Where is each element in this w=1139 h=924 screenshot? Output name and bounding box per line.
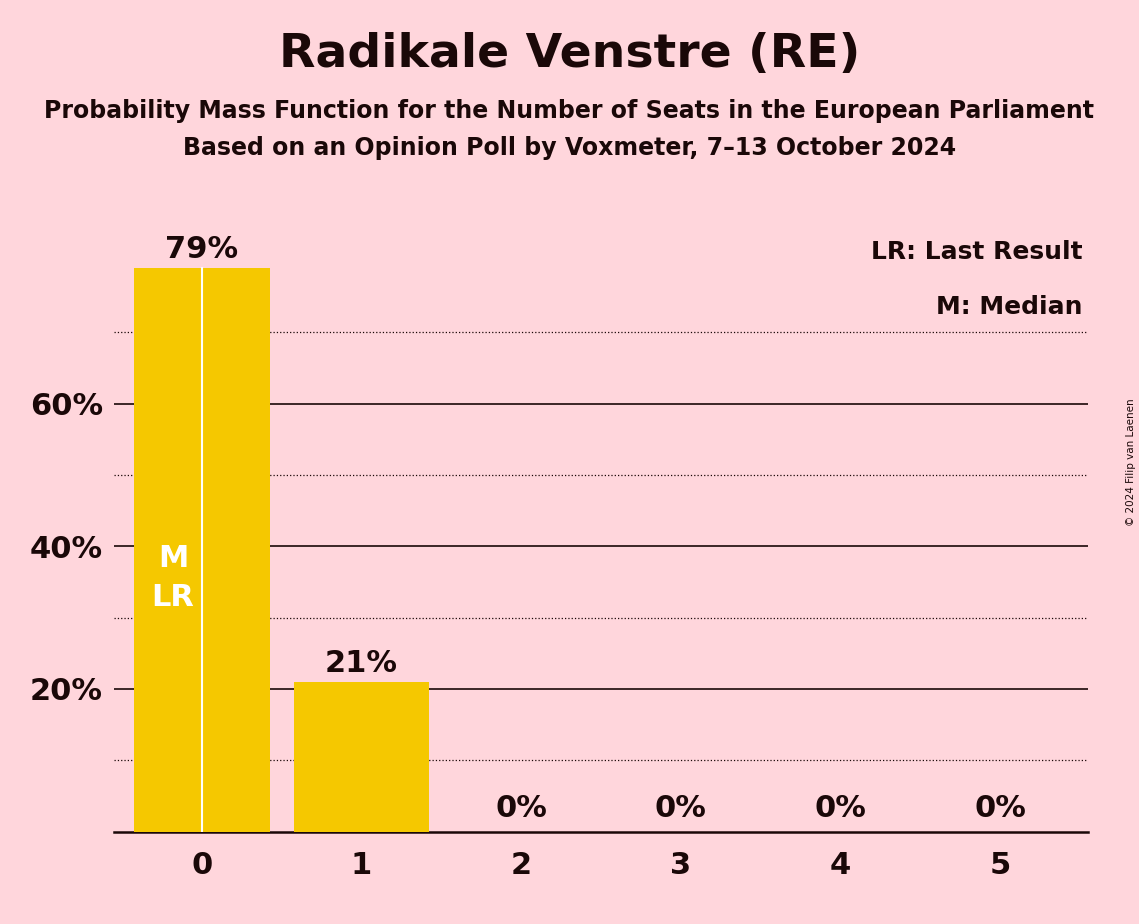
Text: Probability Mass Function for the Number of Seats in the European Parliament: Probability Mass Function for the Number… xyxy=(44,99,1095,123)
Text: 0%: 0% xyxy=(974,794,1026,823)
Text: 0%: 0% xyxy=(655,794,706,823)
Text: 0%: 0% xyxy=(495,794,547,823)
Text: © 2024 Filip van Laenen: © 2024 Filip van Laenen xyxy=(1126,398,1136,526)
Text: 79%: 79% xyxy=(165,235,238,264)
Bar xyxy=(294,682,429,832)
Text: Radikale Venstre (RE): Radikale Venstre (RE) xyxy=(279,32,860,78)
Text: 0%: 0% xyxy=(814,794,867,823)
Text: M
LR: M LR xyxy=(151,544,195,612)
Text: M: Median: M: Median xyxy=(936,295,1083,319)
Text: LR: Last Result: LR: Last Result xyxy=(871,240,1083,264)
Text: 21%: 21% xyxy=(325,649,398,677)
Bar xyxy=(134,268,270,832)
Text: Based on an Opinion Poll by Voxmeter, 7–13 October 2024: Based on an Opinion Poll by Voxmeter, 7–… xyxy=(183,136,956,160)
